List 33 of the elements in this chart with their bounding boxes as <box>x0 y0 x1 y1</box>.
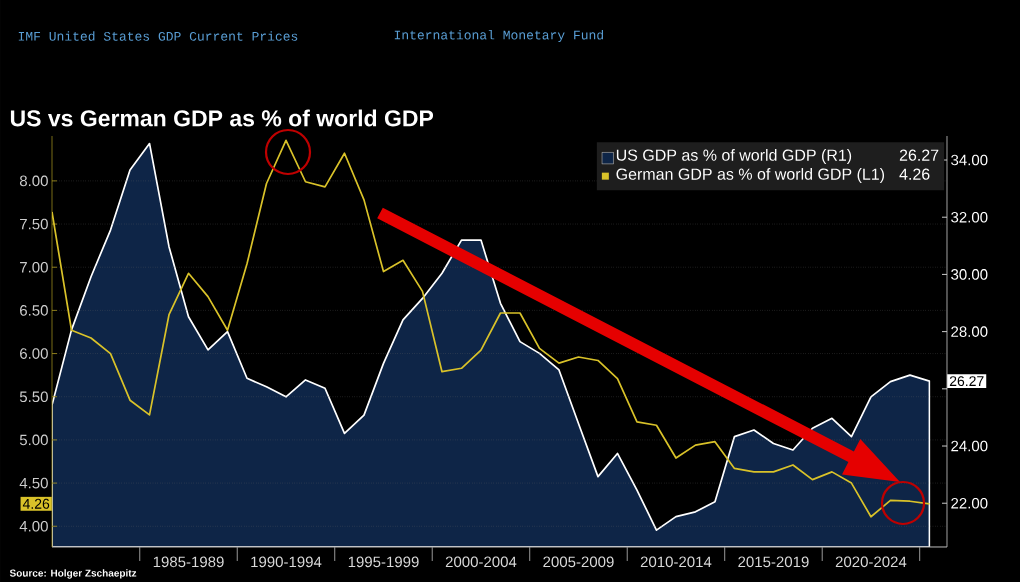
y2-tick-label: 28.00 <box>951 326 988 337</box>
x-tick-label: 2015-2019 <box>738 556 809 568</box>
y-tick-label: 7.00 <box>20 261 48 273</box>
text: 4.26 <box>22 498 50 509</box>
x-tick-label: 1995-1999 <box>348 556 419 568</box>
y2-tick-label: 22.00 <box>951 497 988 509</box>
x-tick-label: 2020-2024 <box>835 556 907 568</box>
source-note: Source: Holger Zschaepitz <box>9 569 137 579</box>
y-tick-label: 6.50 <box>20 305 48 316</box>
x-tick-label: 2010-2014 <box>640 556 712 568</box>
y2-tick-label: 34.00 <box>951 154 988 166</box>
y-tick-label: 5.00 <box>19 434 48 446</box>
y-tick-label: 7.50 <box>20 218 48 230</box>
x-tick-label: 1985-1989 <box>153 556 224 568</box>
chart-title: US vs German GDP as % of world GDP <box>10 109 434 127</box>
y-tick-label: 8.00 <box>19 175 48 187</box>
annotation: 4.26 <box>899 168 930 180</box>
text: International Monetary Fund <box>394 29 603 43</box>
y-tick-label: 6.00 <box>20 348 48 359</box>
x-tick-label: 1990-1994 <box>251 556 322 568</box>
y-tick-label: 4.00 <box>19 520 48 532</box>
y2-tick-label: 24.00 <box>951 440 988 452</box>
text: 26.27 <box>949 376 984 387</box>
x-tick-label: 2000-2004 <box>445 556 517 568</box>
x-tick-label: 2005-2009 <box>543 556 614 568</box>
annotation: 26.27 <box>899 149 939 161</box>
y2-tick-label: 30.00 <box>951 269 988 280</box>
y2-tick-label: 32.00 <box>951 211 988 223</box>
legend-label: German GDP as % of world GDP (L1) <box>616 168 885 183</box>
y-tick-label: 5.50 <box>19 391 48 403</box>
chart-subtitle: IMF United States GDP Current Prices <box>18 31 298 41</box>
y-tick-label: 4.50 <box>19 477 48 489</box>
legend-label: US GDP as % of world GDP (R1) <box>616 149 852 164</box>
